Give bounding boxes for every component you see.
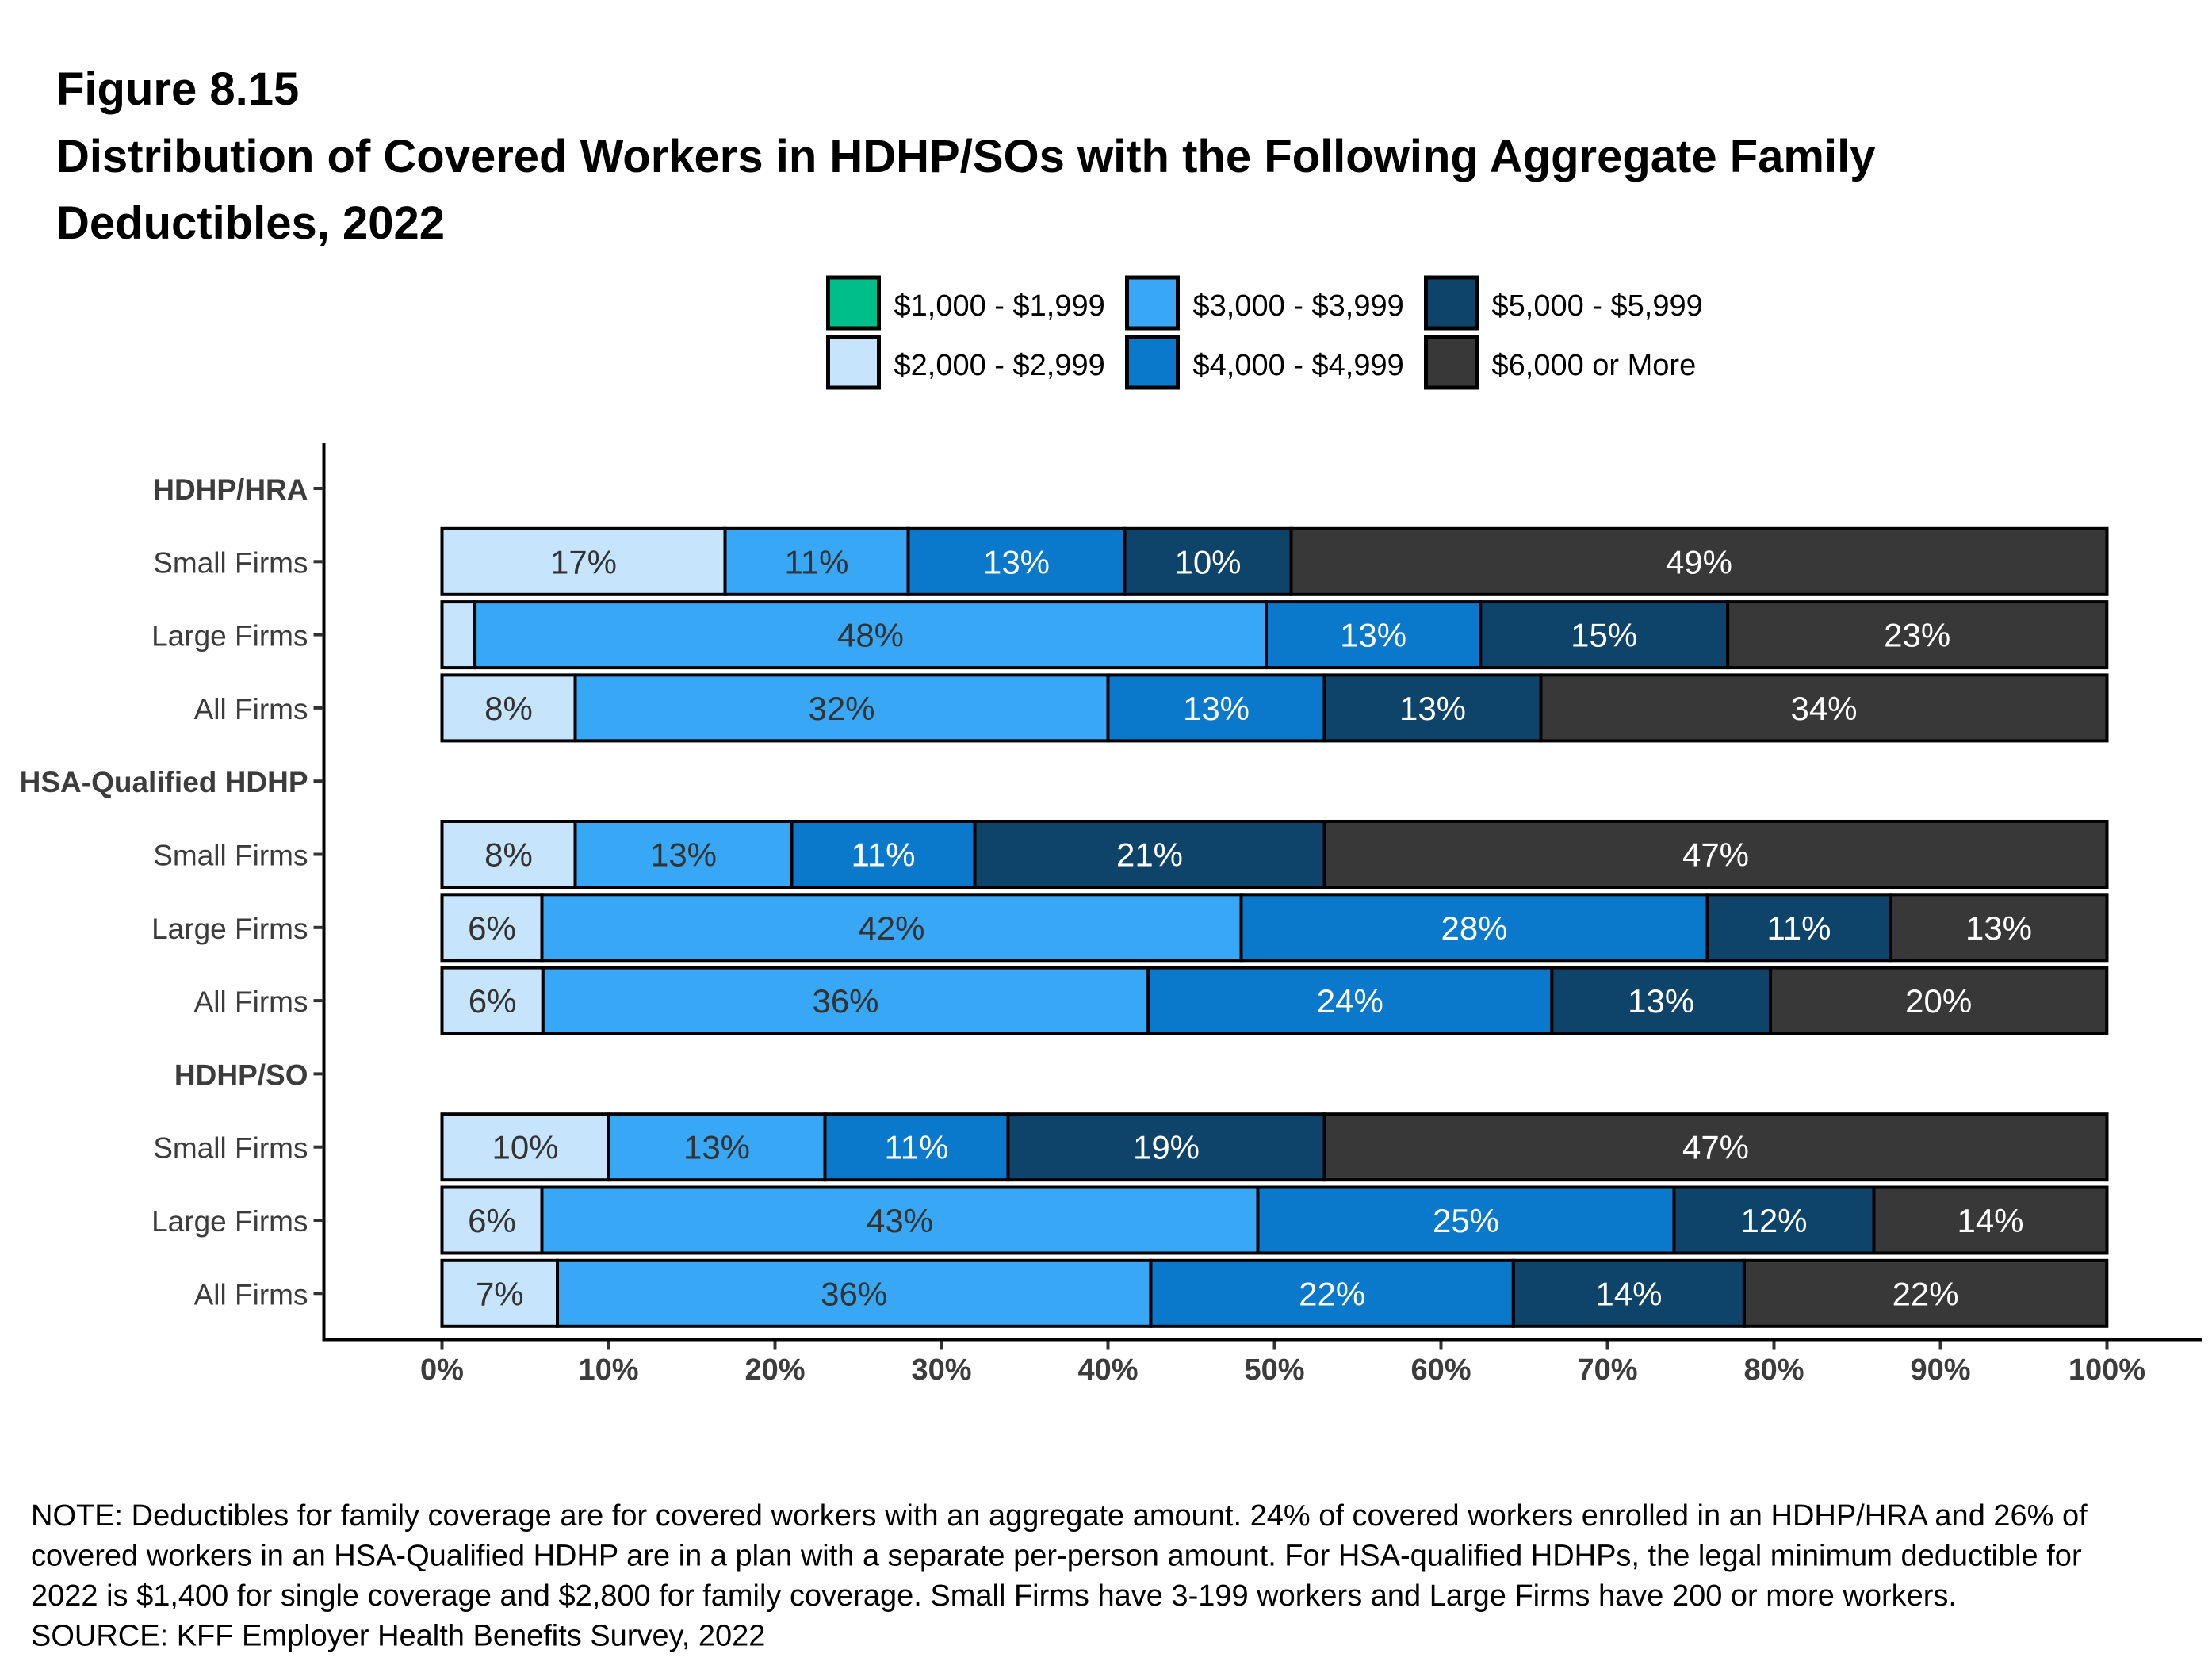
svg-text:14%: 14% xyxy=(1957,1202,2023,1239)
svg-text:13%: 13% xyxy=(1399,690,1466,727)
svg-text:40%: 40% xyxy=(1077,1353,1138,1387)
svg-text:HDHP/SO: HDHP/SO xyxy=(174,1058,308,1091)
svg-text:21%: 21% xyxy=(1116,836,1183,874)
svg-text:All Firms: All Firms xyxy=(194,693,308,725)
svg-text:6%: 6% xyxy=(469,982,517,1020)
svg-text:8%: 8% xyxy=(484,836,533,874)
svg-text:36%: 36% xyxy=(812,982,878,1020)
svg-text:14%: 14% xyxy=(1595,1275,1662,1312)
svg-text:20%: 20% xyxy=(744,1353,805,1387)
svg-text:17%: 17% xyxy=(550,543,617,580)
svg-text:Small Firms: Small Firms xyxy=(153,1132,308,1165)
svg-text:All Firms: All Firms xyxy=(194,986,308,1018)
svg-text:11%: 11% xyxy=(785,543,849,580)
svg-text:47%: 47% xyxy=(1682,1129,1749,1166)
svg-text:7%: 7% xyxy=(476,1275,524,1312)
svg-text:47%: 47% xyxy=(1682,836,1749,874)
svg-text:48%: 48% xyxy=(837,617,904,654)
svg-text:13%: 13% xyxy=(983,543,1050,580)
svg-text:0%: 0% xyxy=(420,1353,464,1387)
svg-text:Large Firms: Large Firms xyxy=(151,1205,308,1238)
svg-text:70%: 70% xyxy=(1577,1353,1637,1387)
svg-text:80%: 80% xyxy=(1743,1353,1804,1387)
svg-text:11%: 11% xyxy=(852,836,916,874)
svg-text:Large Firms: Large Firms xyxy=(151,620,308,653)
svg-text:12%: 12% xyxy=(1740,1202,1807,1239)
svg-text:42%: 42% xyxy=(858,909,924,947)
svg-text:43%: 43% xyxy=(867,1202,933,1239)
svg-text:Large Firms: Large Firms xyxy=(151,913,308,945)
svg-text:$1,000 - $1,999: $1,000 - $1,999 xyxy=(894,289,1105,323)
svg-text:23%: 23% xyxy=(1884,617,1950,654)
svg-text:50%: 50% xyxy=(1244,1353,1304,1387)
svg-text:11%: 11% xyxy=(885,1129,949,1166)
svg-text:$3,000 - $3,999: $3,000 - $3,999 xyxy=(1193,289,1404,323)
svg-text:Deductibles, 2022: Deductibles, 2022 xyxy=(56,197,445,249)
svg-text:8%: 8% xyxy=(484,690,533,727)
svg-text:HSA-Qualified HDHP: HSA-Qualified HDHP xyxy=(20,766,308,798)
svg-text:11%: 11% xyxy=(1767,909,1831,947)
svg-text:60%: 60% xyxy=(1410,1353,1471,1387)
svg-text:covered workers in an HSA-Qual: covered workers in an HSA-Qualified HDHP… xyxy=(31,1540,2082,1573)
svg-text:6%: 6% xyxy=(468,1202,516,1239)
svg-text:100%: 100% xyxy=(2068,1353,2145,1387)
svg-text:13%: 13% xyxy=(1340,617,1406,654)
svg-text:13%: 13% xyxy=(1628,982,1694,1020)
svg-text:30%: 30% xyxy=(911,1353,971,1387)
svg-text:10%: 10% xyxy=(578,1353,638,1387)
svg-text:28%: 28% xyxy=(1441,909,1507,947)
svg-text:Small Firms: Small Firms xyxy=(153,840,308,872)
svg-text:10%: 10% xyxy=(492,1129,558,1166)
svg-text:19%: 19% xyxy=(1133,1129,1200,1166)
svg-text:NOTE: Deductibles for family c: NOTE: Deductibles for family coverage ar… xyxy=(31,1499,2088,1533)
svg-text:49%: 49% xyxy=(1666,543,1732,580)
svg-text:All Firms: All Firms xyxy=(194,1278,308,1311)
svg-text:2022 is $1,400 for single cove: 2022 is $1,400 for single coverage and $… xyxy=(31,1579,1957,1613)
svg-text:15%: 15% xyxy=(1571,617,1637,654)
svg-text:$6,000 or More: $6,000 or More xyxy=(1492,349,1697,382)
svg-text:22%: 22% xyxy=(1299,1275,1365,1312)
svg-text:10%: 10% xyxy=(1174,543,1241,580)
svg-text:6%: 6% xyxy=(468,909,516,947)
svg-text:Small Firms: Small Firms xyxy=(153,546,308,579)
svg-text:32%: 32% xyxy=(808,690,874,727)
svg-text:24%: 24% xyxy=(1317,982,1383,1020)
svg-text:$4,000 - $4,999: $4,000 - $4,999 xyxy=(1193,349,1404,382)
svg-text:90%: 90% xyxy=(1910,1353,1970,1387)
svg-text:SOURCE: KFF Employer Health Be: SOURCE: KFF Employer Health Benefits Sur… xyxy=(31,1620,765,1653)
svg-text:Distribution of Covered Worker: Distribution of Covered Workers in HDHP/… xyxy=(56,131,1875,182)
svg-text:13%: 13% xyxy=(1965,909,2032,947)
svg-text:34%: 34% xyxy=(1790,690,1857,727)
svg-text:$5,000 - $5,999: $5,000 - $5,999 xyxy=(1492,289,1703,323)
svg-text:13%: 13% xyxy=(650,836,717,874)
svg-text:13%: 13% xyxy=(683,1129,750,1166)
svg-text:13%: 13% xyxy=(1183,690,1250,727)
svg-text:36%: 36% xyxy=(821,1275,887,1312)
svg-text:$2,000 - $2,999: $2,000 - $2,999 xyxy=(894,349,1105,382)
svg-text:22%: 22% xyxy=(1892,1275,1959,1312)
svg-text:HDHP/HRA: HDHP/HRA xyxy=(153,473,308,506)
svg-text:20%: 20% xyxy=(1905,982,1972,1020)
svg-text:25%: 25% xyxy=(1433,1202,1499,1239)
svg-text:Figure 8.15: Figure 8.15 xyxy=(56,63,299,115)
